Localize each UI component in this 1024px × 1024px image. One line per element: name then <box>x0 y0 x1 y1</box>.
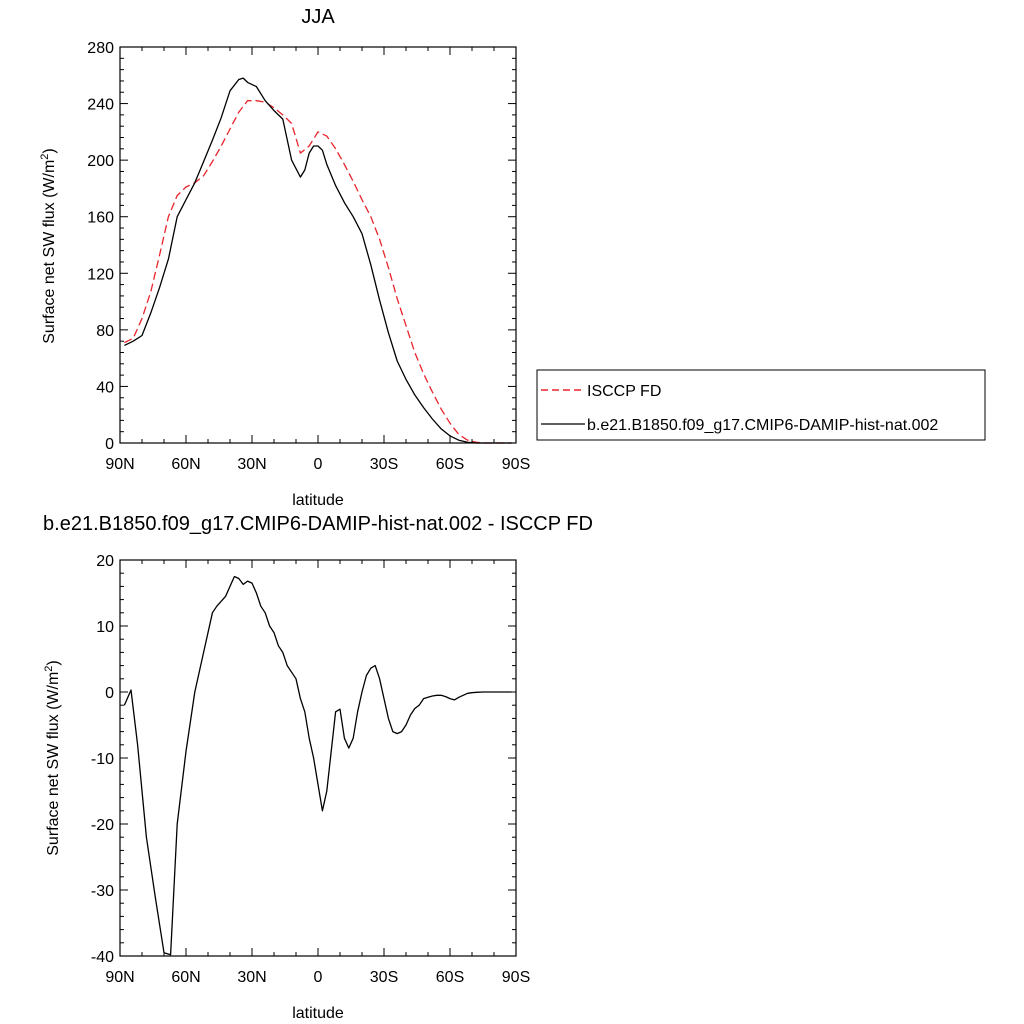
top-chart-x-tick-label: 60N <box>171 456 200 473</box>
bottom-chart-ylabel: Surface net SW flux (W/m2) <box>43 660 62 856</box>
bottom-chart-axes: -40 -30 -20 -10 0 10 20 90N 60N 30N 0 30S 60S 90S <box>91 553 530 986</box>
bottom-chart-y-tick-label: -20 <box>91 817 114 834</box>
top-chart: JJA Surface net SW flux (W/m2) latitude … <box>39 6 530 509</box>
top-chart-series-1-line <box>124 77 512 444</box>
bottom-chart: b.e21.B1850.f09_g17.CMIP6-DAMIP-hist-nat… <box>43 513 593 1022</box>
top-chart-title: JJA <box>301 6 335 28</box>
top-chart-y-tick-label: 280 <box>87 40 114 57</box>
bottom-chart-y-tick-label: 20 <box>96 553 114 570</box>
legend: ISCCP FD b.e21.B1850.f09_g17.CMIP6-DAMIP… <box>536 369 986 441</box>
legend-label-model: b.e21.B1850.f09_g17.CMIP6-DAMIP-hist-nat… <box>587 417 938 434</box>
bottom-chart-y-tick-label: 0 <box>105 685 114 702</box>
top-chart-y-tick-label: 40 <box>96 379 114 396</box>
top-chart-ylabel: Surface net SW flux (W/m2) <box>39 148 58 344</box>
top-chart-x-tick-label: 90S <box>502 456 530 473</box>
top-chart-series-0-line <box>124 100 512 444</box>
top-chart-axes: 0 40 80 120 160 200 240 280 90N 60N 30N 0 30S 60S 90S <box>87 40 530 473</box>
legend-box <box>536 369 986 441</box>
bottom-chart-series-layer <box>123 575 512 956</box>
top-chart-series-layer <box>124 77 512 444</box>
legend-label-isccp: ISCCP FD <box>587 383 661 400</box>
bottom-chart-x-tick-label: 30N <box>237 969 266 986</box>
bottom-chart-frame <box>119 559 517 957</box>
bottom-chart-x-tick-label: 90N <box>105 969 134 986</box>
bottom-chart-y-tick-label: -10 <box>91 751 114 768</box>
top-chart-x-tick-label: 30S <box>370 456 398 473</box>
bottom-chart-x-tick-label: 60S <box>436 969 464 986</box>
top-chart-xlabel: latitude <box>292 492 344 509</box>
bottom-chart-y-tick-label: -30 <box>91 883 114 900</box>
top-chart-frame <box>119 46 517 444</box>
top-chart-y-tick-label: 0 <box>105 436 114 453</box>
bottom-chart-series-0-line <box>123 575 512 956</box>
bottom-chart-title: b.e21.B1850.f09_g17.CMIP6-DAMIP-hist-nat… <box>43 513 593 535</box>
top-chart-x-tick-label: 90N <box>105 456 134 473</box>
top-chart-x-tick-label: 30N <box>237 456 266 473</box>
bottom-chart-x-tick-label: 60N <box>171 969 200 986</box>
bottom-chart-y-tick-label: -40 <box>91 949 114 966</box>
top-chart-y-tick-label: 80 <box>96 323 114 340</box>
top-chart-y-tick-label: 160 <box>87 210 114 227</box>
top-chart-y-tick-label: 120 <box>87 266 114 283</box>
top-chart-x-tick-label: 0 <box>314 456 323 473</box>
top-chart-y-tick-label: 200 <box>87 153 114 170</box>
top-chart-y-tick-label: 240 <box>87 97 114 114</box>
bottom-chart-x-tick-label: 90S <box>502 969 530 986</box>
bottom-chart-x-tick-label: 30S <box>370 969 398 986</box>
top-chart-x-tick-label: 60S <box>436 456 464 473</box>
bottom-chart-y-tick-label: 10 <box>96 619 114 636</box>
bottom-chart-x-tick-label: 0 <box>314 969 323 986</box>
bottom-chart-xlabel: latitude <box>292 1005 344 1022</box>
